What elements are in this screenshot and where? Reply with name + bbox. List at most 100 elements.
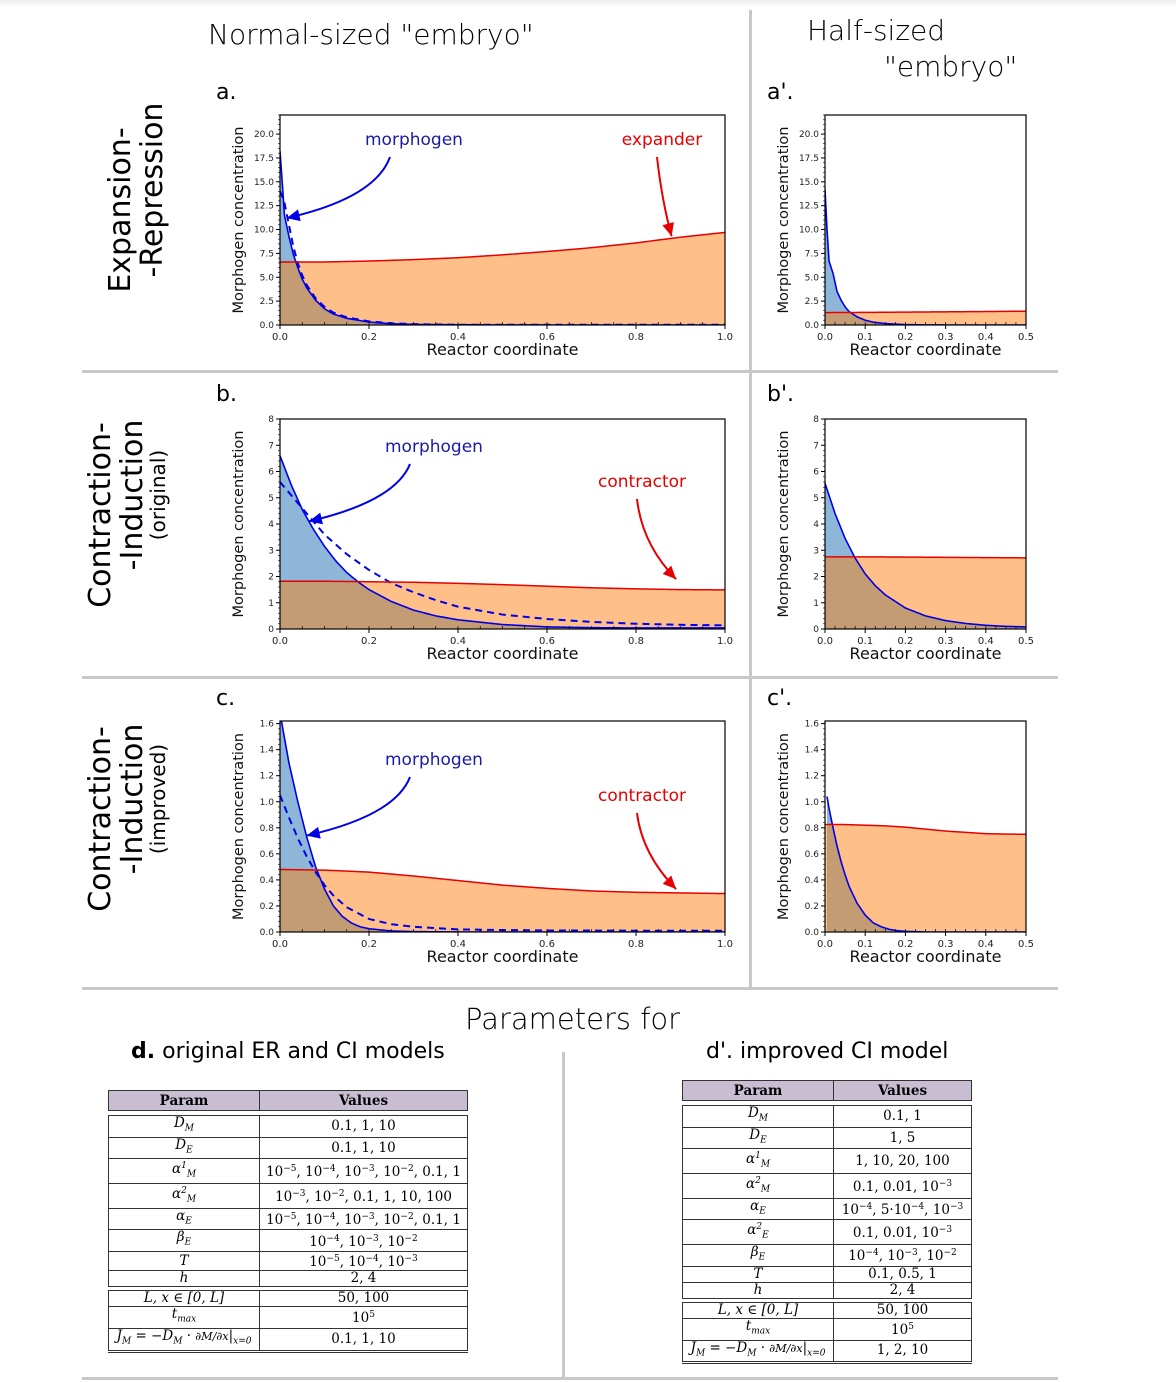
column-separator	[749, 10, 752, 988]
values-cell: 10−4, 10−3, 10−2	[259, 1229, 468, 1253]
table-row: βE 10−4, 10−3, 10−2	[108, 1229, 468, 1253]
morphogen-dashed-line	[280, 794, 725, 932]
values-cell: 105	[833, 1317, 972, 1341]
table-row: JM = −DM · ∂M/∂x|x=0 1, 2, 10	[682, 1339, 972, 1364]
x-tick-label: 0.3	[938, 332, 954, 343]
y-axis-label: Morphogen concentration	[776, 127, 792, 314]
x-tick-label: 1.0	[717, 939, 733, 950]
y-tick-label: 5	[813, 494, 819, 504]
table-d-prime-title: d'. improved CI model	[706, 1039, 948, 1064]
table-d-label: d.	[131, 1039, 156, 1064]
y-tick-label: 7	[813, 441, 819, 451]
contractor-line	[825, 310, 1026, 314]
table-separator	[562, 1052, 565, 1378]
y-tick-label: 1	[813, 599, 819, 609]
table-row: DE 0.1, 1, 10	[108, 1136, 468, 1160]
param-cell: tmax	[682, 1317, 834, 1341]
arrowhead-icon	[308, 512, 323, 525]
plot-area	[825, 796, 1026, 932]
table-row: JM = −DM · ∂M/∂x|x=0 0.1, 1, 10	[108, 1327, 468, 1352]
plot-area	[280, 151, 725, 325]
values-cell: 10−5, 10−4, 10−3, 10−2, 0.1, 1	[259, 1207, 468, 1231]
param-cell: h	[108, 1270, 260, 1288]
values-cell: 0.1, 0.01, 10−3	[833, 1219, 972, 1246]
plot-frame	[279, 720, 726, 933]
y-tick-label: 1.4	[805, 746, 820, 756]
table-d-prime-caption: improved CI model	[740, 1039, 949, 1064]
x-tick-label: 0.0	[272, 939, 288, 950]
values-cell: 0.1, 1, 10	[259, 1136, 468, 1160]
contractor-line	[280, 231, 725, 263]
header-normal-sized: Normal-sized "embryo"	[208, 18, 534, 51]
y-tick-label: 12.5	[799, 202, 819, 212]
table-row: L, x ∈ [0, L] 50, 100	[108, 1290, 468, 1308]
y-tick-label: 4	[268, 520, 274, 530]
table-row: α1M 10−5, 10−4, 10−3, 10−2, 0.1, 1	[108, 1158, 468, 1185]
param-cell: JM = −DM · ∂M/∂x|x=0	[682, 1339, 834, 1364]
values-cell: 0.1, 0.01, 10−3	[833, 1173, 972, 1199]
values-cell: 1, 2, 10	[833, 1339, 972, 1364]
param-cell: DM	[682, 1105, 834, 1128]
param-cell: L, x ∈ [0, L]	[108, 1290, 260, 1308]
param-cell: DM	[108, 1115, 260, 1138]
row-separator-3	[82, 987, 1058, 990]
table-d-title: d. original ER and CI models	[131, 1039, 445, 1064]
morphogen-line	[280, 455, 725, 629]
row-label-line2: -Induction	[114, 419, 150, 571]
param-cell: αE	[108, 1207, 260, 1231]
y-tick-label: 0.0	[260, 928, 275, 938]
top-edge	[0, 0, 1176, 8]
param-cell: DE	[682, 1126, 834, 1150]
x-tick-label: 0.2	[361, 636, 377, 647]
table-row: αE 10−5, 10−4, 10−3, 10−2, 0.1, 1	[108, 1207, 468, 1231]
contractor-line	[280, 868, 725, 895]
table-row: βE 10−4, 10−3, 10−2	[682, 1244, 972, 1267]
overlap-fill-area	[825, 312, 1026, 325]
panel-label-c: c.	[216, 686, 236, 711]
arrowhead-icon	[662, 875, 677, 890]
morphogen-line	[826, 796, 1026, 932]
x-tick-label: 0.6	[539, 939, 555, 950]
x-tick-label: 0.2	[361, 939, 377, 950]
y-tick-label: 1.0	[805, 798, 820, 808]
param-cell: α2E	[682, 1219, 834, 1246]
x-tick-label: 0.6	[539, 636, 555, 647]
values-cell: 0.1, 1, 10	[259, 1327, 468, 1352]
plot-frame	[824, 114, 1027, 326]
y-tick-label: 6	[268, 468, 274, 478]
x-tick-label: 0.4	[450, 332, 466, 343]
column-header-param: Param	[682, 1080, 834, 1101]
row-separator-1	[82, 370, 1058, 373]
annotation-arrow-contractor	[636, 812, 677, 890]
y-tick-label: 1.2	[805, 772, 819, 782]
y-tick-label: 0.4	[805, 876, 820, 886]
plot-area	[825, 483, 1026, 629]
y-tick-label: 0.0	[805, 321, 820, 331]
x-tick-label: 0.0	[272, 636, 288, 647]
y-tick-label: 10.0	[799, 226, 819, 236]
morphogen-line	[825, 483, 1026, 628]
param-cell: h	[682, 1281, 834, 1299]
y-axis-label: Morphogen concentration	[776, 431, 792, 618]
header-half-sized-line1: Half-sized	[807, 14, 946, 47]
param-cell: L, x ∈ [0, L]	[682, 1301, 834, 1319]
panel-label-a: a.	[216, 80, 237, 105]
x-axis-label: Reactor coordinate	[427, 340, 579, 359]
y-tick-label: 3	[813, 546, 819, 556]
row-label-line1: Contraction-	[83, 726, 118, 912]
y-tick-label: 5	[268, 494, 274, 504]
table-row: DM 0.1, 1	[682, 1105, 972, 1128]
y-tick-label: 0.2	[260, 902, 274, 912]
plot-frame	[824, 720, 1027, 933]
values-cell: 1, 5	[833, 1126, 972, 1150]
y-tick-label: 2	[268, 573, 274, 583]
values-cell: 2, 4	[833, 1281, 972, 1299]
x-tick-label: 0.8	[628, 332, 644, 343]
table-row: DE 1, 5	[682, 1126, 972, 1150]
x-axis-label: Reactor coordinate	[427, 947, 579, 966]
annotation-arrow-morphogen	[286, 156, 391, 220]
table-row: tmax 105	[108, 1306, 468, 1329]
param-cell: βE	[682, 1244, 834, 1267]
bottom-separator	[82, 1377, 1058, 1380]
plot-background	[825, 419, 1026, 629]
